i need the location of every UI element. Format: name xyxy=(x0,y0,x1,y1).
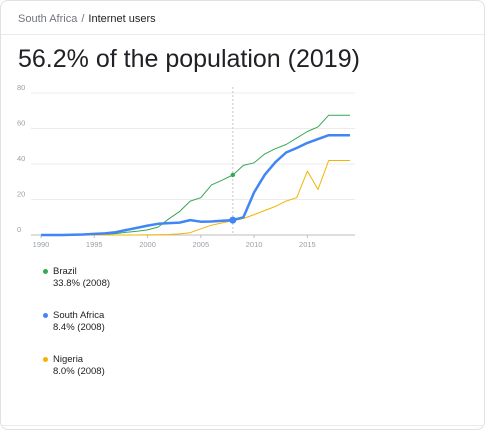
x-tick-label: 1990 xyxy=(33,240,50,249)
breadcrumb-country-link[interactable]: South Africa xyxy=(18,13,78,25)
legend-dot-icon xyxy=(43,313,48,318)
y-tick-label: 0 xyxy=(17,225,21,234)
line-chart[interactable]: 0 20 40 60 80 1990 1995 2000 2005 2010 2015 xyxy=(1,81,381,261)
y-tick-label: 60 xyxy=(17,119,25,128)
x-tick-label: 2015 xyxy=(299,240,316,249)
knowledge-card: South Africa / Internet users 56.2% of the… xyxy=(0,0,485,430)
legend-item-south-africa[interactable]: South Africa 8.4% (2008) xyxy=(43,310,105,334)
series-line-south-africa[interactable] xyxy=(41,133,350,237)
highlight-point-south-africa xyxy=(229,216,237,224)
series-line-nigeria[interactable] xyxy=(41,160,350,236)
legend-series-value: 8.4% (2008) xyxy=(53,322,105,333)
breadcrumb: South Africa / Internet users xyxy=(18,13,156,25)
series-line-brazil[interactable] xyxy=(41,114,350,236)
y-tick-label: 80 xyxy=(17,83,25,92)
header-divider xyxy=(1,34,484,35)
legend-item-nigeria[interactable]: Nigeria 8.0% (2008) xyxy=(43,354,105,378)
highlight-point-brazil xyxy=(230,172,235,178)
y-tick-label: 20 xyxy=(17,190,25,199)
y-tick-label: 40 xyxy=(17,154,25,163)
x-tick-label: 1995 xyxy=(86,240,103,249)
legend-dot-icon xyxy=(43,269,48,274)
breadcrumb-topic: Internet users xyxy=(88,13,156,25)
footer-divider xyxy=(1,425,484,426)
x-tick-label: 2000 xyxy=(139,240,156,249)
legend-series-value: 8.0% (2008) xyxy=(53,366,105,377)
legend-series-name: Brazil xyxy=(53,266,77,277)
legend-series-value: 33.8% (2008) xyxy=(53,278,111,289)
breadcrumb-separator: / xyxy=(81,13,85,25)
x-tick-label: 2005 xyxy=(192,240,209,249)
legend-dot-icon xyxy=(43,357,48,362)
legend-item-brazil[interactable]: Brazil 33.8% (2008) xyxy=(43,266,111,290)
legend-series-name: South Africa xyxy=(53,310,105,321)
legend-series-name: Nigeria xyxy=(53,354,84,365)
x-tick-label: 2010 xyxy=(246,240,263,249)
page-title: 56.2% of the population (2019) xyxy=(18,45,360,73)
